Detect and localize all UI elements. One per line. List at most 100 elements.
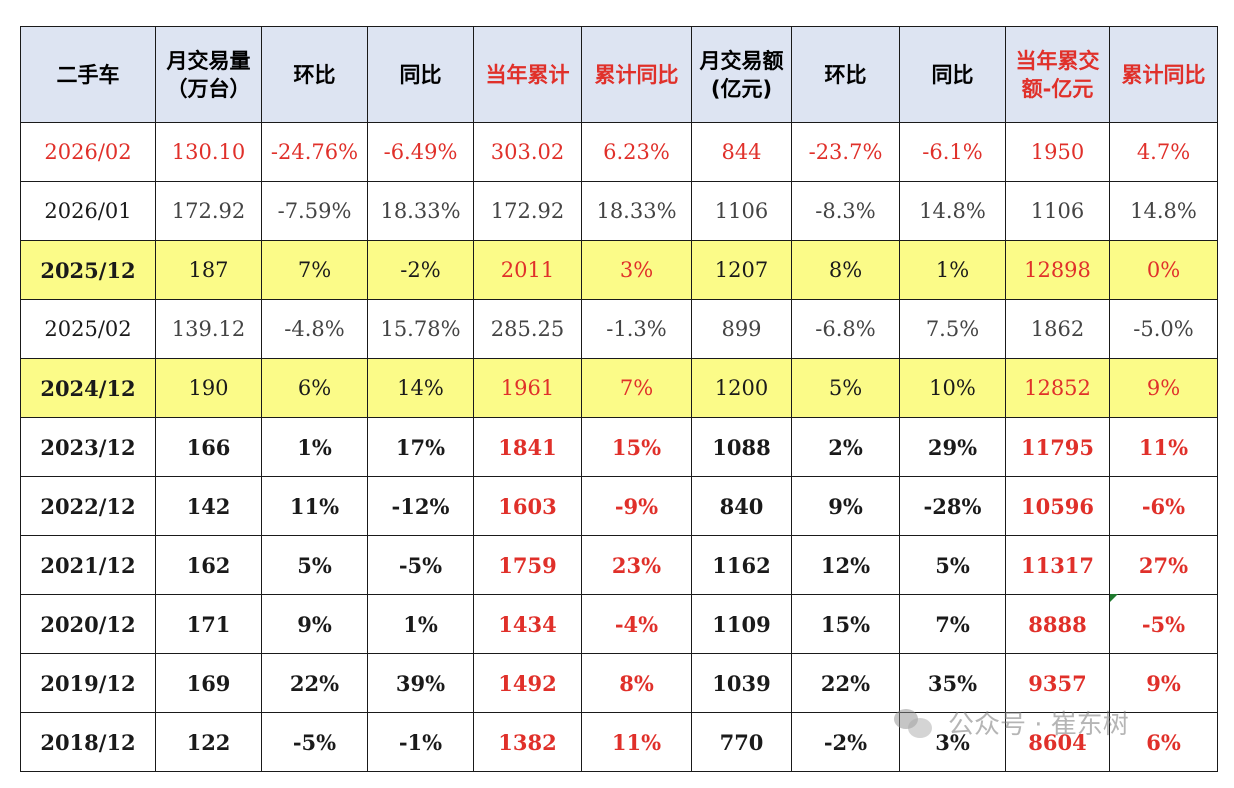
table-cell: 285.25 — [473, 299, 582, 359]
table-cell: 10% — [899, 358, 1006, 418]
table-cell: 14.8% — [899, 181, 1006, 241]
table-cell: -28% — [899, 476, 1006, 536]
table-cell: 35% — [899, 653, 1006, 713]
watermark: 公众号 · 崔东树 — [894, 704, 1129, 741]
table-cell: 9% — [261, 594, 368, 654]
table-cell: 9% — [1109, 358, 1218, 418]
table-cell: 8888 — [1005, 594, 1110, 654]
table-cell: 1862 — [1005, 299, 1110, 359]
table-cell: 11317 — [1005, 535, 1110, 595]
table-cell: 12% — [791, 535, 900, 595]
table-cell: -6% — [1109, 476, 1218, 536]
table-cell: 142 — [155, 476, 262, 536]
table-cell: 5% — [791, 358, 900, 418]
table-cell: 162 — [155, 535, 262, 595]
table-cell: 172.92 — [473, 181, 582, 241]
table-cell: 1961 — [473, 358, 582, 418]
table-cell: 17% — [367, 417, 474, 477]
row-date-cell: 2019/12 — [20, 653, 156, 713]
row-date-cell: 2018/12 — [20, 712, 156, 772]
table-cell: -24.76% — [261, 122, 368, 182]
table-cell: 1382 — [473, 712, 582, 772]
row-date-cell: 2023/12 — [20, 417, 156, 477]
table-cell: 9357 — [1005, 653, 1110, 713]
table-cell: -7.59% — [261, 181, 368, 241]
table-row: 2020/12 171 9% 1% 1434 -4% 1109 15% 7% 8888 -5% — [20, 594, 1218, 654]
table-cell: 190 — [155, 358, 262, 418]
table-cell: 2% — [791, 417, 900, 477]
row-date-cell: 2024/12 — [20, 358, 156, 418]
table-cell: 29% — [899, 417, 1006, 477]
table-cell: 770 — [691, 712, 792, 772]
table-cell: 187 — [155, 240, 262, 300]
header-ytd-volume-yoy: 累计同比 — [581, 26, 692, 123]
table-cell: -12% — [367, 476, 474, 536]
table-cell: 9% — [791, 476, 900, 536]
row-date-cell: 2020/12 — [20, 594, 156, 654]
table-row: 2026/02 130.10 -24.76% -6.49% 303.02 6.23% 844… — [20, 122, 1218, 182]
table-cell: 844 — [691, 122, 792, 182]
table-cell: 172.92 — [155, 181, 262, 241]
table-cell: 1841 — [473, 417, 582, 477]
table-cell: 1162 — [691, 535, 792, 595]
table-cell: 18.33% — [367, 181, 474, 241]
table-cell: 15.78% — [367, 299, 474, 359]
table-cell: 1% — [261, 417, 368, 477]
table-row: 2024/12 190 6% 14% 1961 7% 1200 5% 10% 12852 9% — [20, 358, 1218, 418]
table-row: 2021/12 162 5% -5% 1759 23% 1162 12% 5% 11317 27% — [20, 535, 1218, 595]
table-cell: 122 — [155, 712, 262, 772]
table-row: 2025/02 139.12 -4.8% 15.78% 285.25 -1.3% 899 -6… — [20, 299, 1218, 359]
table-cell: 11% — [1109, 417, 1218, 477]
header-row: 二手车 月交易量 （万台） 环比 同比 当年累计 累计同比 月交易额 (亿元) 环比… — [20, 26, 1218, 123]
table-row: 2025/12 187 7% -2% 2011 3% 1207 8% 1% 12898 0% — [20, 240, 1218, 300]
table-cell: -1.3% — [581, 299, 692, 359]
table-cell: 169 — [155, 653, 262, 713]
table-cell: 899 — [691, 299, 792, 359]
table-cell: 7% — [899, 594, 1006, 654]
header-monthly-volume: 月交易量 （万台） — [155, 26, 262, 123]
table-row: 2023/12 166 1% 17% 1841 15% 1088 2% 29% 11795 11% — [20, 417, 1218, 477]
table-cell: 14% — [367, 358, 474, 418]
table-cell: -6.49% — [367, 122, 474, 182]
table-cell: -4.8% — [261, 299, 368, 359]
table-cell: 1200 — [691, 358, 792, 418]
row-date-cell: 2025/12 — [20, 240, 156, 300]
table-cell: 15% — [791, 594, 900, 654]
table-cell: 2011 — [473, 240, 582, 300]
table-cell: 7% — [581, 358, 692, 418]
table-cell: -2% — [367, 240, 474, 300]
row-date-cell: 2021/12 — [20, 535, 156, 595]
table-cell: 166 — [155, 417, 262, 477]
header-category: 二手车 — [20, 26, 156, 123]
table-cell: 3% — [581, 240, 692, 300]
row-date-cell: 2022/12 — [20, 476, 156, 536]
row-date-cell: 2025/02 — [20, 299, 156, 359]
table-cell: 1106 — [691, 181, 792, 241]
table-cell: 0% — [1109, 240, 1218, 300]
wechat-icon — [894, 707, 934, 739]
header-ytd-amount-yoy: 累计同比 — [1109, 26, 1218, 123]
table-cell: -6.8% — [791, 299, 900, 359]
table-cell: -4% — [581, 594, 692, 654]
table-cell: 1759 — [473, 535, 582, 595]
row-date-cell: 2026/01 — [20, 181, 156, 241]
table-cell: 5% — [261, 535, 368, 595]
table-cell: 6.23% — [581, 122, 692, 182]
table-cell: -5% — [261, 712, 368, 772]
table-cell: 1088 — [691, 417, 792, 477]
table-cell: 6% — [1109, 712, 1218, 772]
table-cell: 12852 — [1005, 358, 1110, 418]
table-cell: -8.3% — [791, 181, 900, 241]
row-date-cell: 2026/02 — [20, 122, 156, 182]
table-cell: 8% — [791, 240, 900, 300]
table-cell: 7% — [261, 240, 368, 300]
table-cell: 15% — [581, 417, 692, 477]
table-cell: 14.8% — [1109, 181, 1218, 241]
table-cell: 303.02 — [473, 122, 582, 182]
table-cell: 12898 — [1005, 240, 1110, 300]
table-cell: 1492 — [473, 653, 582, 713]
table-cell: -5.0% — [1109, 299, 1218, 359]
table-cell: 6% — [261, 358, 368, 418]
table-cell: 9% — [1109, 653, 1218, 713]
data-table: 二手车 月交易量 （万台） 环比 同比 当年累计 累计同比 月交易额 (亿元) 环比… — [20, 26, 1218, 772]
